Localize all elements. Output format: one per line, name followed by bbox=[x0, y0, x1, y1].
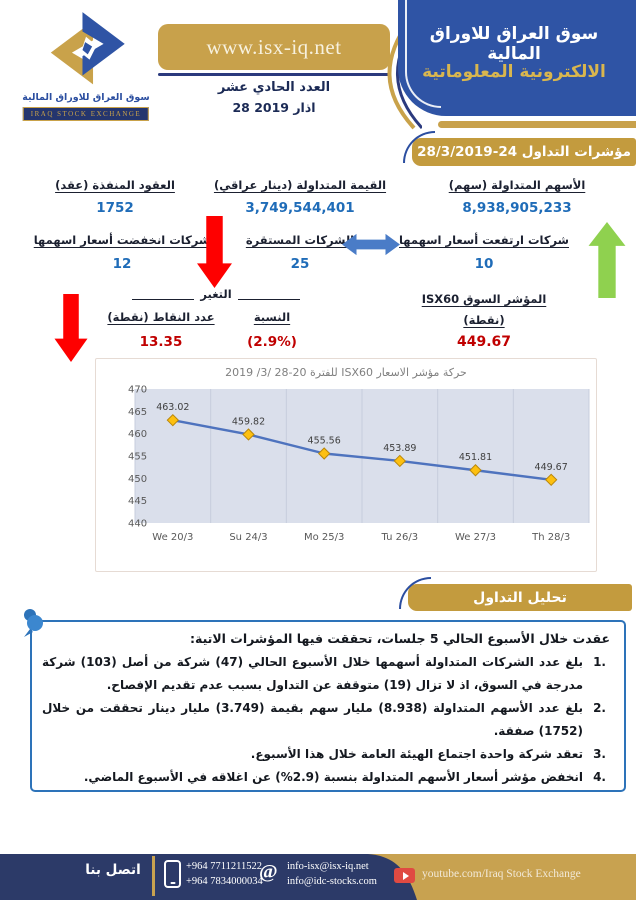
svg-text:455.56: 455.56 bbox=[308, 435, 341, 446]
badge-arc bbox=[403, 131, 435, 163]
svg-text:460: 460 bbox=[128, 429, 147, 440]
analysis-box: عقدت خلال الأسبوع الحالي 5 جلسات، تحققت … bbox=[30, 620, 626, 792]
change-points-label: عدد النقاط (نقطة) bbox=[107, 310, 215, 324]
phone-numbers: +964 7711211522 +964 7834000034 bbox=[186, 859, 263, 889]
analysis-item-number: 3. bbox=[593, 747, 606, 762]
analysis-item-text: بلغ عدد الشركات المتداولة أسهمها خلال ال… bbox=[42, 655, 584, 693]
companies-stable-label: الشركات المستقرة bbox=[245, 233, 355, 247]
banner-title: سوق العراق للاوراق المالية bbox=[429, 24, 599, 64]
badge-arc bbox=[399, 577, 431, 609]
ribbon-underline bbox=[158, 73, 390, 76]
change-rule-left bbox=[237, 298, 300, 300]
traded-shares-label: الأسهم المتداولة (سهم) bbox=[448, 178, 586, 192]
analysis-item-number: 4. bbox=[593, 770, 606, 785]
analysis-list: 1. بلغ عدد الشركات المتداولة أسهمها خلال… bbox=[42, 651, 610, 789]
pin-icon bbox=[24, 609, 43, 637]
analysis-badge-label: تحليل التداول bbox=[473, 589, 567, 606]
companies-down-label: شركات انخفضت أسعار اسهمها bbox=[33, 233, 211, 247]
banner-gold-bar bbox=[438, 121, 636, 128]
footer: اتصل بنا +964 7711211522 +964 7834000034… bbox=[0, 845, 636, 900]
svg-text:Th 28/3: Th 28/3 bbox=[531, 532, 570, 543]
website-url[interactable]: www.isx-iq.net bbox=[206, 34, 342, 59]
svg-text:We 20/3: We 20/3 bbox=[152, 532, 193, 543]
executed-contracts-value: 1752 bbox=[96, 200, 134, 216]
analysis-item-number: 1. bbox=[593, 655, 606, 669]
website-ribbon: www.isx-iq.net bbox=[158, 24, 390, 70]
svg-text:Mo 25/3: Mo 25/3 bbox=[304, 532, 344, 543]
footer-background bbox=[0, 845, 636, 900]
issue-date: 28 اذار 2019 bbox=[232, 100, 316, 115]
indicators-badge: مؤشرات التداول 24-28/3/2019 bbox=[403, 131, 636, 166]
change-points-value: 13.35 bbox=[139, 334, 183, 350]
footer-divider bbox=[152, 856, 155, 896]
up-arrow-icon bbox=[588, 222, 626, 298]
chart-title: حركة مؤشر الاسعار ISX60 للفترة 20-28 /3/… bbox=[225, 366, 467, 379]
analysis-item: 1. بلغ عدد الشركات المتداولة أسهمها خلال… bbox=[42, 651, 610, 697]
analysis-item: 3. تعقد شركة واحدة اجتماع الهيئة العامة … bbox=[42, 743, 610, 766]
traded-value-label: القيمة المتداولة (دينار عراقي) bbox=[213, 178, 387, 192]
companies-down-value: 12 bbox=[112, 256, 132, 272]
svg-text:We 27/3: We 27/3 bbox=[455, 532, 496, 543]
banner-subtitle: الالكترونية المعلوماتية bbox=[422, 62, 606, 82]
down-arrow-icon bbox=[197, 216, 232, 288]
isx60-index-label: المؤشر السوق ISX60 bbox=[421, 292, 547, 306]
executed-contracts-label: العقود المنفذة (عقد) bbox=[55, 178, 175, 192]
header-banner: سوق العراق للاوراق المالية الالكترونية ا… bbox=[398, 0, 636, 116]
change-percent-label: النسبة bbox=[253, 310, 291, 324]
change-title: التغير bbox=[200, 287, 232, 301]
companies-up-value: 10 bbox=[474, 256, 494, 272]
youtube-link[interactable]: youtube.com/Iraq Stock Exchange bbox=[422, 868, 581, 880]
analysis-intro: عقدت خلال الأسبوع الحالي 5 جلسات، تحققت … bbox=[189, 631, 610, 646]
change-rule-right bbox=[131, 298, 195, 300]
svg-text:440: 440 bbox=[128, 519, 147, 530]
svg-text:459.82: 459.82 bbox=[232, 416, 265, 427]
svg-text:465: 465 bbox=[128, 407, 147, 418]
phone-number: +964 7834000034 bbox=[186, 876, 263, 887]
analysis-item-text: بلغ عدد الأسهم المتداولة (8.938) مليار س… bbox=[42, 701, 583, 739]
traded-shares-value: 8,938,905,233 bbox=[462, 200, 572, 216]
issue-number: العدد الحادي عشر bbox=[217, 80, 331, 95]
svg-text:463.02: 463.02 bbox=[156, 402, 189, 413]
svg-text:450: 450 bbox=[128, 474, 147, 485]
isx60-index-value: 449.67 bbox=[456, 334, 512, 350]
at-icon: @ bbox=[259, 861, 278, 883]
email-list: info-isx@isx-iq.net info@idc-stocks.com bbox=[287, 859, 377, 889]
svg-text:451.81: 451.81 bbox=[459, 452, 492, 463]
analysis-item-text: تعقد شركة واحدة اجتماع الهيئة العامة خلا… bbox=[250, 747, 583, 762]
isx-logo: سوق العراق للاوراق المالية IRAQ STOCK EX… bbox=[12, 6, 160, 128]
indicators-badge-label: مؤشرات التداول 24-28/3/2019 bbox=[417, 144, 631, 160]
index-down-arrow-icon bbox=[54, 294, 88, 362]
isx60-chart: 440 445 450 455 460 465 470 463.02 We 20/3 459.82… bbox=[128, 385, 590, 543]
svg-text:453.89: 453.89 bbox=[383, 443, 416, 454]
change-percent-value: (2.9%) bbox=[247, 334, 297, 350]
phone-icon bbox=[164, 860, 181, 888]
svg-text:449.67: 449.67 bbox=[535, 462, 568, 473]
analysis-item-number: 2. bbox=[593, 701, 606, 716]
analysis-item-text: انخفض مؤشر أسعار الأسهم المتداولة بنسبة … bbox=[83, 770, 583, 785]
analysis-badge: تحليل التداول bbox=[399, 577, 632, 611]
analysis-item: 2. بلغ عدد الأسهم المتداولة (8.938) مليا… bbox=[42, 697, 610, 743]
traded-value-value: 3,749,544,401 bbox=[245, 200, 355, 216]
isx60-index-unit: (نقطة) bbox=[463, 313, 505, 327]
svg-text:445: 445 bbox=[128, 496, 147, 507]
companies-stable-value: 25 bbox=[290, 256, 310, 272]
stable-double-arrow-icon bbox=[342, 233, 400, 256]
contact-us-label: اتصل بنا bbox=[85, 862, 141, 878]
phone-number: +964 7711211522 bbox=[186, 861, 263, 872]
youtube-icon[interactable] bbox=[394, 868, 415, 883]
email-address[interactable]: info-isx@isx-iq.net bbox=[287, 861, 369, 872]
companies-up-label: شركات ارتفعت أسعار اسهمها bbox=[398, 233, 569, 247]
logo-title-arabic: سوق العراق للاوراق المالية bbox=[22, 92, 150, 103]
svg-text:Tu 26/3: Tu 26/3 bbox=[381, 532, 419, 543]
isx60-chart-box: حركة مؤشر الاسعار ISX60 للفترة 20-28 /3/… bbox=[95, 358, 597, 572]
svg-text:455: 455 bbox=[128, 452, 147, 463]
svg-text:470: 470 bbox=[128, 385, 147, 396]
email-address[interactable]: info@idc-stocks.com bbox=[287, 876, 377, 887]
logo-diamond-icon bbox=[50, 12, 125, 85]
logo-title-english: IRAQ STOCK EXCHANGE bbox=[22, 107, 150, 121]
svg-text:Su 24/3: Su 24/3 bbox=[229, 532, 267, 543]
change-title-row: التغير bbox=[131, 287, 300, 301]
analysis-item: 4. انخفض مؤشر أسعار الأسهم المتداولة بنس… bbox=[42, 766, 610, 789]
